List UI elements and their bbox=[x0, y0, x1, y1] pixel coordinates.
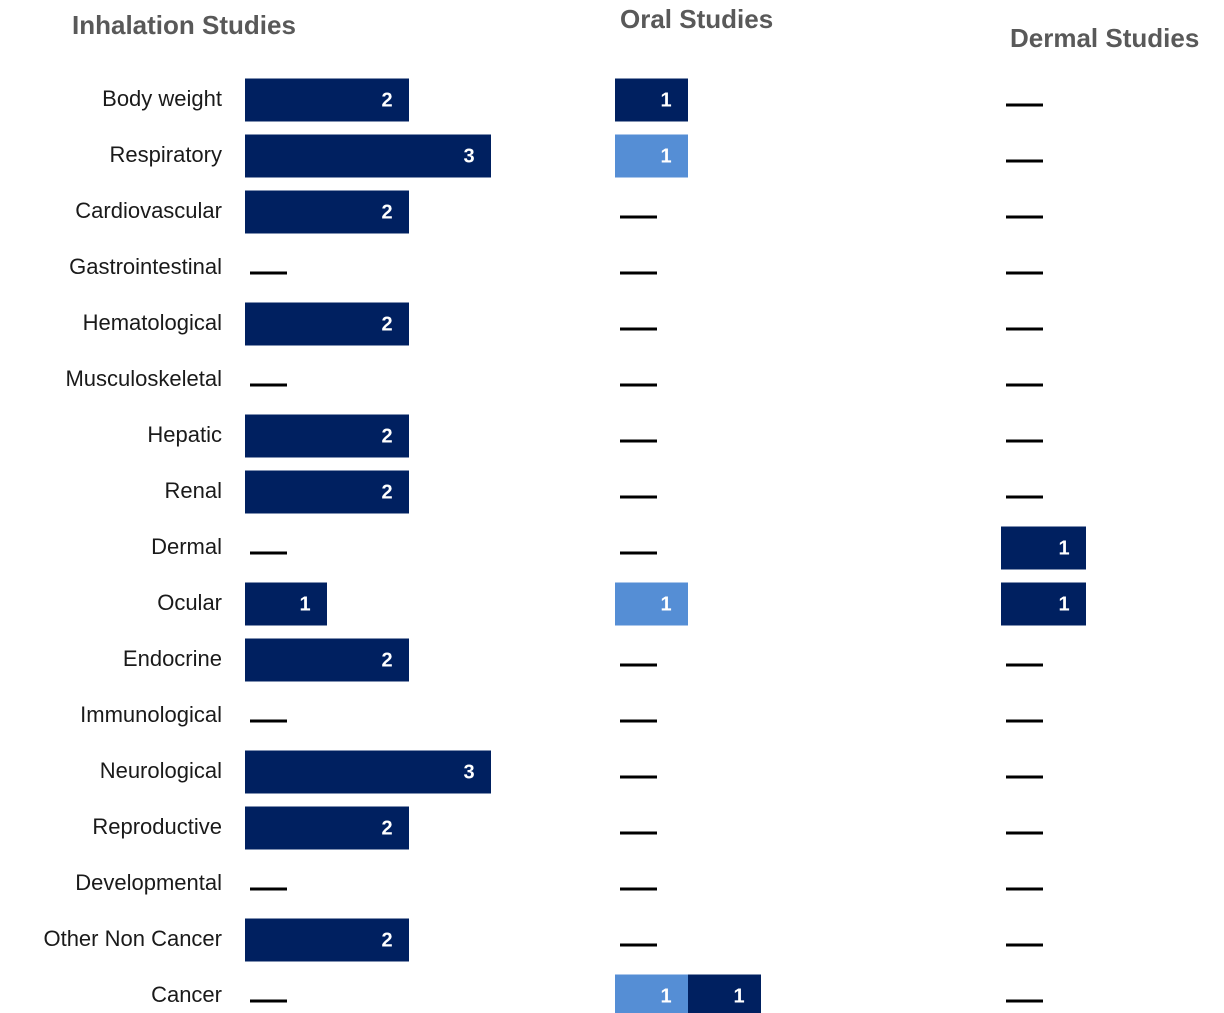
bar bbox=[245, 806, 409, 850]
bar bbox=[1001, 582, 1086, 626]
bar bbox=[615, 134, 688, 178]
bar bbox=[245, 750, 491, 794]
category-label: Reproductive bbox=[92, 814, 222, 839]
bar bbox=[245, 134, 491, 178]
category-label: Cancer bbox=[151, 982, 222, 1007]
data-label: 2 bbox=[381, 425, 392, 447]
category-label: Other Non Cancer bbox=[43, 926, 222, 951]
bar bbox=[1001, 526, 1086, 570]
data-label: 2 bbox=[381, 201, 392, 223]
data-label: 3 bbox=[463, 145, 474, 167]
bar bbox=[245, 302, 409, 346]
bar bbox=[245, 470, 409, 514]
data-label: 1 bbox=[660, 89, 671, 111]
bar bbox=[245, 414, 409, 458]
category-label: Renal bbox=[165, 478, 222, 503]
bar bbox=[245, 918, 409, 962]
category-label: Neurological bbox=[100, 758, 222, 783]
bar bbox=[615, 582, 688, 626]
data-label: 2 bbox=[381, 89, 392, 111]
data-label: 2 bbox=[381, 649, 392, 671]
category-label: Gastrointestinal bbox=[69, 254, 222, 279]
data-label: 1 bbox=[299, 593, 310, 615]
category-label: Developmental bbox=[75, 870, 222, 895]
bar bbox=[245, 638, 409, 682]
category-label: Body weight bbox=[102, 86, 222, 111]
data-label: 2 bbox=[381, 481, 392, 503]
data-label: 3 bbox=[463, 761, 474, 783]
data-label: 1 bbox=[660, 593, 671, 615]
bar bbox=[615, 78, 688, 122]
data-label: 1 bbox=[733, 985, 744, 1007]
bar bbox=[688, 974, 761, 1013]
bar bbox=[245, 582, 327, 626]
bar bbox=[245, 190, 409, 234]
panel-title: Inhalation Studies bbox=[72, 10, 296, 40]
category-label: Hematological bbox=[83, 310, 222, 335]
panel-title: Oral Studies bbox=[620, 4, 773, 34]
bar bbox=[615, 974, 688, 1013]
data-label: 2 bbox=[381, 929, 392, 951]
category-label: Cardiovascular bbox=[75, 198, 222, 223]
data-label: 2 bbox=[381, 817, 392, 839]
category-label: Respiratory bbox=[110, 142, 222, 167]
data-label: 1 bbox=[1058, 593, 1069, 615]
category-label: Musculoskeletal bbox=[65, 366, 222, 391]
category-label: Ocular bbox=[157, 590, 222, 615]
category-label: Hepatic bbox=[147, 422, 222, 447]
category-label: Immunological bbox=[80, 702, 222, 727]
data-label: 1 bbox=[660, 145, 671, 167]
data-label: 1 bbox=[1058, 537, 1069, 559]
panel-title: Dermal Studies bbox=[1010, 23, 1199, 53]
category-label: Dermal bbox=[151, 534, 222, 559]
bar bbox=[245, 78, 409, 122]
category-label: Endocrine bbox=[123, 646, 222, 671]
data-label: 2 bbox=[381, 313, 392, 335]
data-label: 1 bbox=[660, 985, 671, 1007]
